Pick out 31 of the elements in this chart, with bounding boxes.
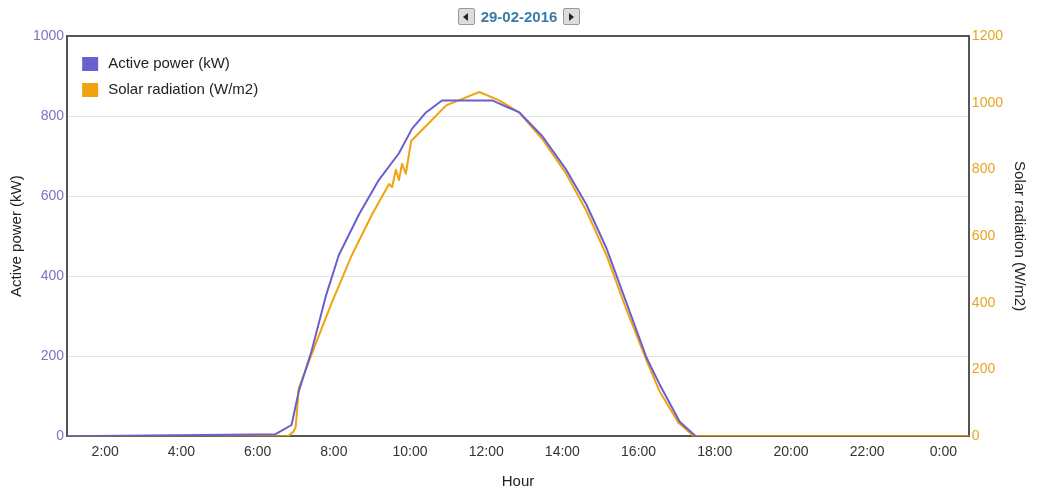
- y2-axis-title: Solar radiation (W/m2): [1011, 161, 1029, 312]
- x-tick-label: 10:00: [392, 443, 428, 460]
- y2-tick-label: 600: [971, 226, 996, 243]
- x-tick-label: 22:00: [849, 443, 885, 460]
- y-tick-label: 800: [40, 106, 65, 123]
- x-axis-title: Hour: [501, 472, 535, 490]
- y-tick-label: 0: [56, 427, 65, 444]
- y2-tick-label: 800: [971, 160, 996, 177]
- x-tick-label: 0:00: [929, 443, 958, 460]
- x-tick-label: 12:00: [468, 443, 504, 460]
- x-tick-label: 16:00: [621, 443, 657, 460]
- y-tick-label: 600: [40, 186, 65, 203]
- y2-tick-label: 200: [971, 360, 996, 377]
- chart-title: 29-02-2016: [480, 8, 558, 25]
- y2-tick-label: 1200: [971, 26, 1004, 43]
- y2-tick-label: 1000: [971, 93, 1004, 110]
- legend-label: Solar radiation (W/m2): [108, 80, 259, 98]
- y-tick-label: 200: [40, 347, 65, 364]
- x-tick-label: 20:00: [773, 443, 809, 460]
- x-tick-label: 6:00: [244, 443, 272, 460]
- y2-tick-label: 0: [971, 427, 980, 444]
- x-tick-label: 2:00: [91, 443, 120, 460]
- x-tick-label: 14:00: [544, 443, 581, 460]
- y-axis-title: Active power (kW): [7, 175, 25, 297]
- y-tick-label: 1000: [32, 26, 65, 43]
- x-tick-label: 8:00: [320, 443, 348, 460]
- x-tick-label: 18:00: [697, 443, 733, 460]
- y-tick-label: 400: [40, 266, 65, 283]
- legend-label: Active power (kW): [108, 54, 230, 72]
- y2-tick-label: 400: [971, 293, 996, 310]
- x-tick-label: 4:00: [167, 443, 196, 460]
